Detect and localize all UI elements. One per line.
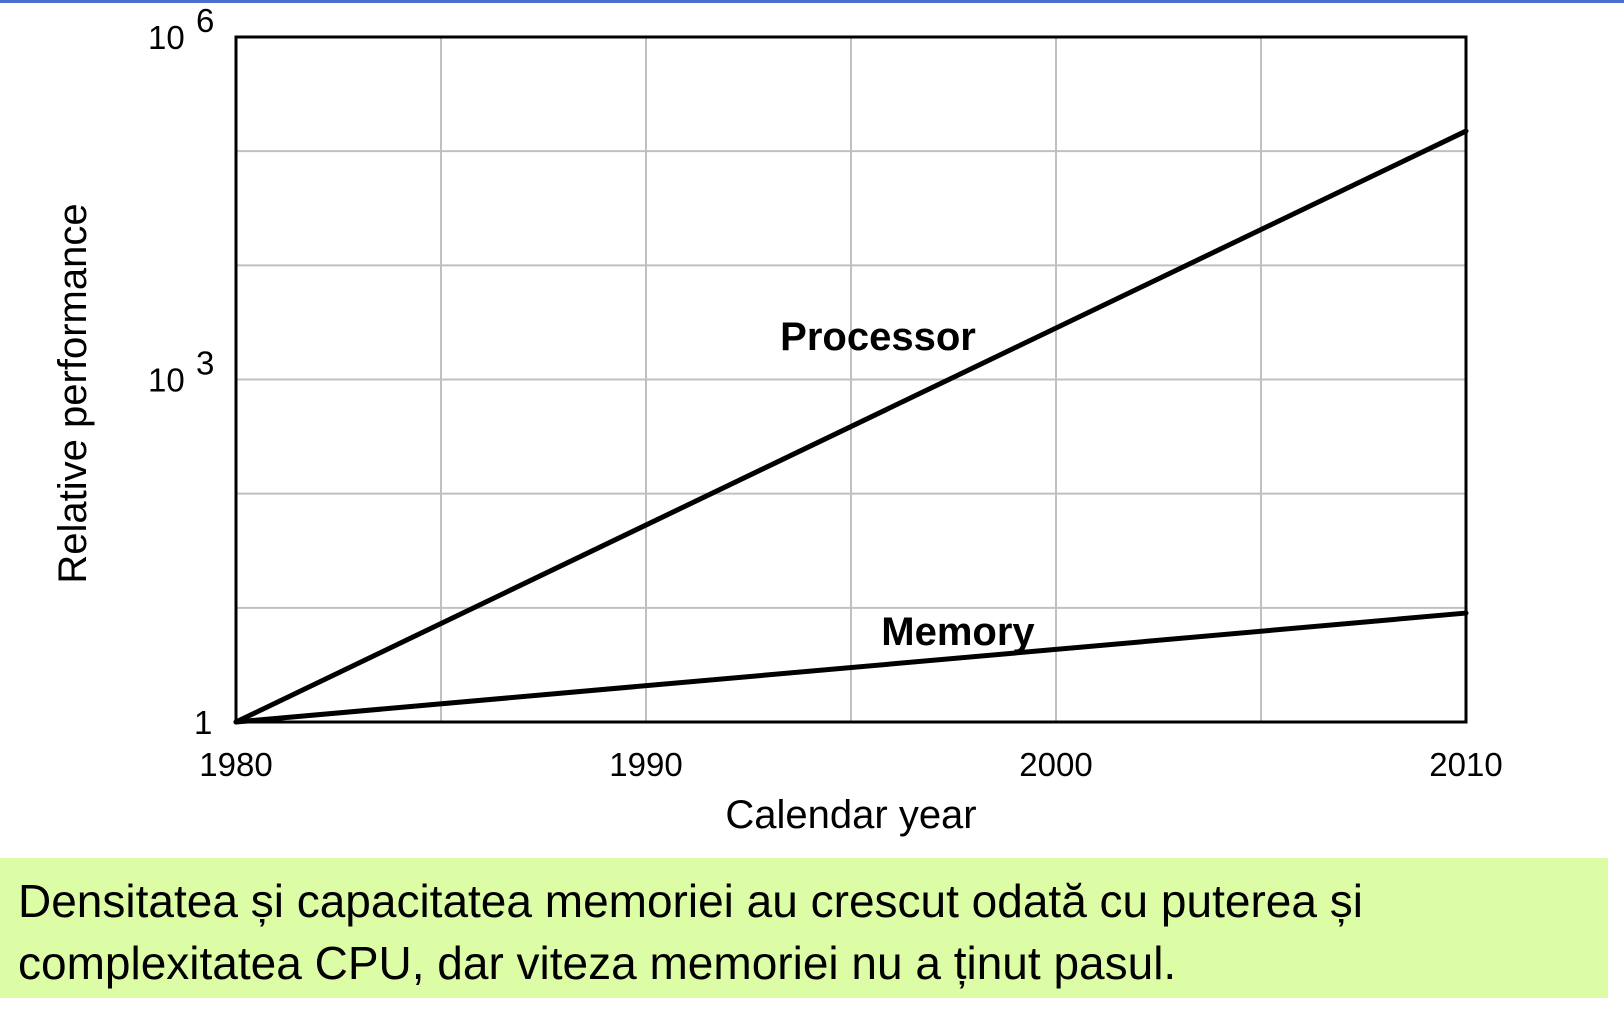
x-tick-label: 2010 [1429,746,1502,783]
performance-chart: 1980 1990 2000 2010 1 10 3 10 6 Calendar year Rela… [51,2,1503,837]
y-tick-base: 10 [148,19,185,56]
top-rule [0,0,1624,3]
series-line-processor [233,128,1469,725]
x-tick-label: 1980 [199,746,272,783]
y-axis-label: Relative performance [51,203,95,583]
x-tick-label: 2000 [1019,746,1092,783]
y-tick-label: 10 6 [148,2,214,56]
series-label-memory: Memory [881,610,1035,654]
caption-box: Densitatea și capacitatea memoriei au cr… [0,858,1608,998]
x-axis-label: Calendar year [725,793,976,837]
y-tick-exponent: 3 [196,345,214,382]
series-line-memory [233,610,1469,725]
plot-frame [234,35,1468,724]
x-tick-label: 1990 [609,746,682,783]
y-tick-base: 10 [148,362,185,399]
caption-text: Densitatea și capacitatea memoriei au cr… [18,875,1363,989]
y-tick-label: 10 3 [148,345,214,399]
series-label-processor: Processor [780,315,976,359]
y-tick-exponent: 6 [196,2,214,39]
y-tick-label: 1 [194,704,212,741]
y-tick-base: 1 [194,704,212,741]
